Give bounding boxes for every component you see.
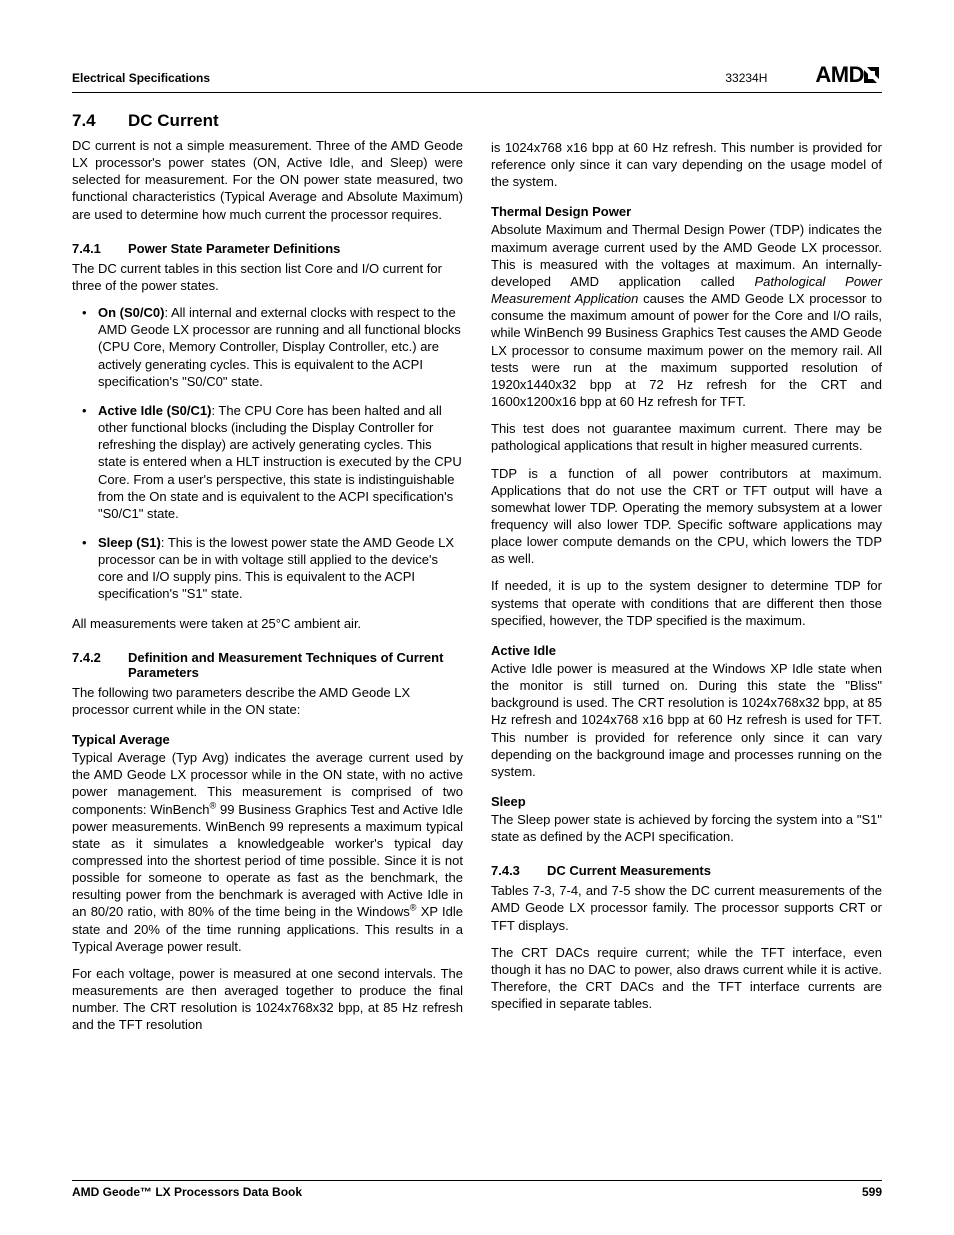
section-heading-7-4: 7.4DC Current (72, 111, 463, 131)
page-footer: AMD Geode™ LX Processors Data Book 599 (72, 1180, 882, 1199)
list-item: Sleep (S1): This is the lowest power sta… (72, 534, 463, 603)
paragraph: The CRT DACs require current; while the … (491, 944, 882, 1013)
doc-number: 33234H (725, 71, 767, 85)
paragraph: Tables 7-3, 7-4, and 7-5 show the DC cur… (491, 882, 882, 933)
header-section: Electrical Specifications (72, 71, 210, 85)
subheading-sleep: Sleep (491, 794, 882, 809)
paragraph: The following two parameters describe th… (72, 684, 463, 718)
paragraph: All measurements were taken at 25°C ambi… (72, 615, 463, 632)
paragraph: DC current is not a simple measurement. … (72, 137, 463, 223)
right-column: is 1024x768 x16 bpp at 60 Hz refresh. Th… (491, 111, 882, 1044)
paragraph: Active Idle power is measured at the Win… (491, 660, 882, 780)
section-heading-7-4-2: 7.4.2Definition and Measurement Techniqu… (72, 650, 463, 680)
subheading-thermal-design-power: Thermal Design Power (491, 204, 882, 219)
page-header: Electrical Specifications 33234H AMD (72, 62, 882, 93)
left-column: 7.4DC Current DC current is not a simple… (72, 111, 463, 1044)
list-item: On (S0/C0): All internal and external cl… (72, 304, 463, 390)
paragraph: For each voltage, power is measured at o… (72, 965, 463, 1034)
paragraph: TDP is a function of all power contribut… (491, 465, 882, 568)
paragraph: The Sleep power state is achieved by for… (491, 811, 882, 845)
power-state-list: On (S0/C0): All internal and external cl… (72, 304, 463, 603)
paragraph: If needed, it is up to the system design… (491, 577, 882, 628)
paragraph: is 1024x768 x16 bpp at 60 Hz refresh. Th… (491, 139, 882, 190)
page-number: 599 (862, 1185, 882, 1199)
paragraph: This test does not guarantee maximum cur… (491, 420, 882, 454)
section-heading-7-4-3: 7.4.3DC Current Measurements (491, 863, 882, 878)
footer-title: AMD Geode™ LX Processors Data Book (72, 1185, 302, 1199)
paragraph: Typical Average (Typ Avg) indicates the … (72, 749, 463, 955)
section-heading-7-4-1: 7.4.1Power State Parameter Definitions (72, 241, 463, 256)
paragraph: The DC current tables in this section li… (72, 260, 463, 294)
subheading-active-idle: Active Idle (491, 643, 882, 658)
list-item: Active Idle (S0/C1): The CPU Core has be… (72, 402, 463, 522)
amd-logo: AMD (815, 62, 882, 88)
subheading-typical-average: Typical Average (72, 732, 463, 747)
amd-logo-arrow-icon (864, 63, 882, 89)
paragraph: Absolute Maximum and Thermal Design Powe… (491, 221, 882, 410)
